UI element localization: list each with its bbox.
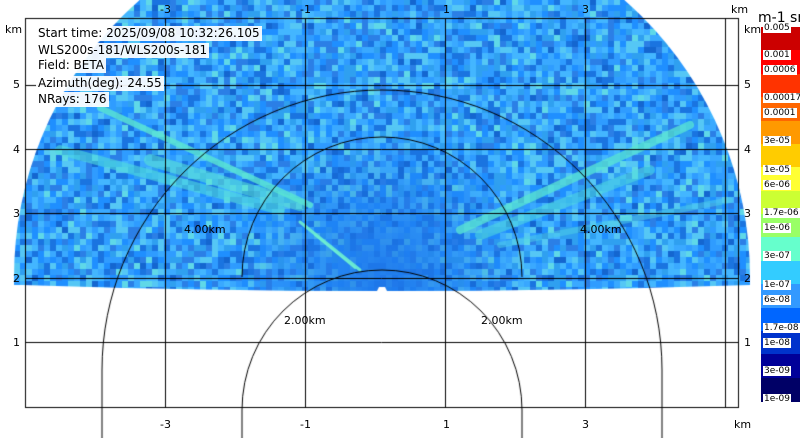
colorbar-label: 3e-07 [763,251,791,261]
colorbar-label: 1e-06 [763,223,791,233]
x-unit-top: km [731,3,749,16]
colorbar-label: 1.7e-08 [763,323,800,333]
azimuth-label: Azimuth(deg): 24.55 [36,76,164,91]
x-tick-top-4: 3 [582,3,589,16]
instrument-label: WLS200s-181/WLS200s-181 [36,43,210,58]
colorbar-label: 3e-09 [763,366,791,376]
colorbar-label: 0.0006 [763,65,797,75]
colorbar-segment [761,260,800,285]
y-tick-right-1: 1 [744,336,751,349]
colorbar-segment [761,143,800,168]
ring-label-4km-right: 4.00km [580,223,622,236]
start-time-label: Start time: 2025/09/08 10:32:26.105 [36,26,262,41]
colorbar-label: 0.00017 [763,93,800,103]
colorbar-label: 1e-05 [763,165,791,175]
colorbar-label: 1e-07 [763,280,791,290]
ring-label-4km-left: 4.00km [184,223,226,236]
colorbar-label: 0.001 [763,50,791,60]
x-unit-bottom: km [734,418,752,431]
x-tick-bottom-1: -3 [160,418,171,431]
nrays-label: NRays: 176 [36,92,109,107]
y-unit-right: km [744,23,762,36]
x-tick-top-2: -1 [300,3,311,16]
x-tick-top-1: -3 [160,3,171,16]
y-tick-left-5: 5 [13,78,20,91]
colorbar-top-label: 0.005 [763,23,791,33]
y-tick-right-4: 4 [744,143,751,156]
y-tick-left-4: 4 [13,143,20,156]
colorbar-segment [761,73,800,98]
y-tick-left-2: 2 [13,272,20,285]
ring-label-2km-right: 2.00km [481,314,523,327]
colorbar-label: 6e-06 [763,180,791,190]
colorbar-label: 1.7e-06 [763,208,800,218]
x-tick-bottom-4: 3 [582,418,589,431]
x-tick-top-3: 1 [443,3,450,16]
field-label: Field: BETA [36,58,106,73]
colorbar-label: 0.0001 [763,108,797,118]
colorbar-label: 3e-05 [763,136,791,146]
y-unit-left: km [5,23,23,36]
colorbar-label: 6e-08 [763,295,791,305]
y-tick-right-3: 3 [744,207,751,220]
y-tick-left-3: 3 [13,207,20,220]
colorbar-title: m-1 sr-1 [758,10,800,26]
y-tick-right-2: 2 [744,272,751,285]
y-tick-right-5: 5 [744,78,751,91]
y-tick-left-1: 1 [13,336,20,349]
colorbar-label: 1e-09 [763,394,791,404]
x-tick-bottom-3: 1 [443,418,450,431]
colorbar-label: 1e-08 [763,338,791,348]
ring-label-2km-left: 2.00km [284,314,326,327]
x-tick-bottom-2: -1 [300,418,311,431]
